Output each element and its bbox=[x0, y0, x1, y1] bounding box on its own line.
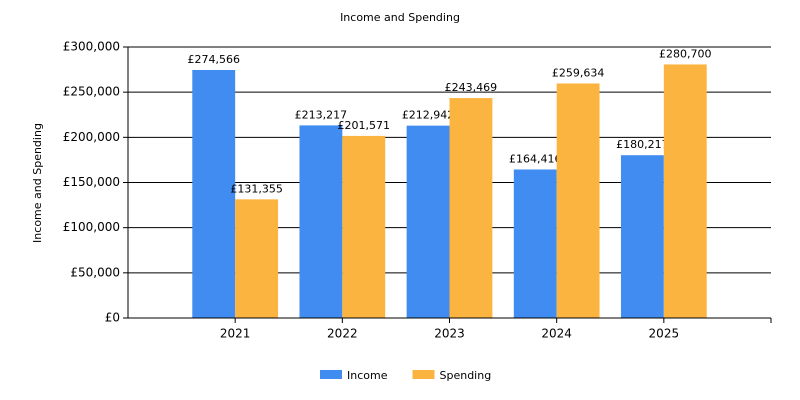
data-label: £131,355 bbox=[230, 182, 283, 195]
x-tick-label: 2022 bbox=[327, 327, 358, 341]
y-tick-label: £0 bbox=[105, 311, 120, 325]
data-label: £180,217 bbox=[616, 138, 669, 151]
data-label: £259,634 bbox=[552, 66, 605, 79]
y-tick-label: £100,000 bbox=[63, 220, 120, 234]
data-label: £243,469 bbox=[445, 81, 498, 94]
x-tick-label: 2023 bbox=[434, 327, 465, 341]
data-label: £164,416 bbox=[509, 152, 562, 165]
bar bbox=[235, 199, 279, 318]
bar bbox=[299, 125, 343, 318]
bar bbox=[192, 69, 236, 319]
x-tick-label: 2024 bbox=[541, 327, 572, 341]
y-tick-label: £50,000 bbox=[70, 265, 120, 279]
x-tick-label: 2021 bbox=[220, 327, 251, 341]
legend-label: Spending bbox=[439, 369, 491, 382]
legend-label: Income bbox=[347, 369, 388, 382]
y-tick-label: £300,000 bbox=[63, 40, 120, 54]
data-label: £212,942 bbox=[402, 109, 455, 122]
bar bbox=[406, 125, 450, 318]
x-tick-label: 2025 bbox=[649, 327, 680, 341]
bar bbox=[620, 155, 664, 318]
legend-swatch bbox=[412, 370, 435, 379]
y-tick-label: £250,000 bbox=[63, 85, 120, 99]
bar bbox=[342, 135, 386, 318]
data-label: £213,217 bbox=[295, 108, 348, 121]
legend-swatch bbox=[320, 370, 342, 379]
data-label: £280,700 bbox=[659, 47, 712, 60]
bar bbox=[663, 64, 707, 319]
y-axis-title: Income and Spending bbox=[31, 123, 44, 243]
bar bbox=[449, 98, 493, 318]
bar bbox=[556, 83, 600, 318]
chart-title: Income and Spending bbox=[340, 11, 460, 24]
y-tick-label: £150,000 bbox=[63, 175, 120, 189]
bar bbox=[513, 169, 557, 318]
data-label: £201,571 bbox=[338, 119, 391, 132]
y-tick-label: £200,000 bbox=[63, 130, 120, 144]
data-label: £274,566 bbox=[187, 53, 240, 66]
